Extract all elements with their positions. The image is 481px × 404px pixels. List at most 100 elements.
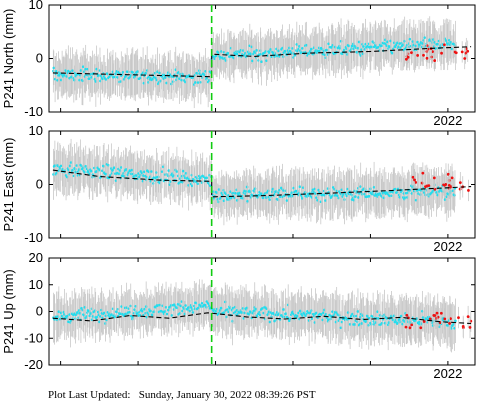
- recent-point: [425, 56, 429, 60]
- daily-point: [226, 52, 230, 55]
- daily-solution-series: [52, 279, 457, 353]
- daily-point: [203, 73, 206, 77]
- daily-point: [114, 72, 118, 76]
- panel-up: 20 10 0 -10 -20 2022 P241 Up (mm): [1, 250, 476, 381]
- recent-point: [435, 311, 439, 315]
- panel-east: 10 0 -10 2022 P241 East (mm): [1, 123, 476, 254]
- daily-point: [273, 55, 276, 58]
- daily-point: [222, 311, 226, 314]
- daily-point: [307, 319, 311, 322]
- daily-point: [105, 318, 108, 322]
- daily-point: [367, 194, 371, 198]
- daily-point: [293, 53, 297, 57]
- recent-point: [404, 57, 408, 61]
- daily-point: [367, 323, 371, 327]
- daily-point: [191, 311, 195, 314]
- daily-point: [71, 69, 74, 72]
- daily-point: [218, 311, 221, 314]
- daily-point: [115, 310, 118, 314]
- daily-solution-series: [52, 138, 457, 226]
- y-tick-label: -10: [24, 104, 43, 119]
- daily-point: [398, 42, 401, 45]
- recent-point: [450, 176, 454, 180]
- daily-point: [143, 170, 146, 174]
- daily-point: [450, 47, 454, 51]
- daily-point: [331, 186, 335, 189]
- daily-point: [190, 306, 193, 309]
- daily-point: [449, 41, 453, 44]
- daily-point: [311, 188, 315, 192]
- y-tick-label: 10: [29, 277, 43, 292]
- footer-label: Plot Last Updated:: [48, 389, 131, 401]
- y-tick-label: 0: [36, 51, 43, 66]
- daily-point: [102, 311, 106, 315]
- daily-point: [403, 39, 406, 43]
- recent-point: [421, 171, 425, 175]
- daily-point: [342, 48, 346, 52]
- daily-point: [122, 172, 125, 175]
- recent-solution-series: [404, 302, 473, 339]
- recent-point: [433, 314, 437, 317]
- daily-point: [296, 314, 299, 318]
- daily-point: [246, 199, 249, 203]
- x-tick-label: 2022: [433, 113, 462, 128]
- daily-point: [52, 69, 55, 73]
- daily-point: [337, 196, 341, 200]
- daily-point: [199, 80, 203, 84]
- daily-point: [131, 315, 135, 319]
- daily-point: [167, 174, 170, 178]
- daily-point: [217, 51, 220, 54]
- daily-point: [235, 52, 239, 56]
- y-axis-label: P241 Up (mm): [1, 269, 16, 354]
- daily-point: [287, 319, 291, 323]
- daily-point: [196, 182, 200, 185]
- daily-point: [113, 315, 117, 319]
- daily-point: [356, 310, 360, 313]
- daily-point: [59, 164, 63, 168]
- daily-point: [164, 76, 167, 79]
- recent-point: [419, 326, 423, 330]
- daily-point: [180, 78, 183, 82]
- recent-point: [468, 325, 472, 329]
- recent-point: [443, 317, 447, 321]
- daily-point: [327, 42, 330, 46]
- daily-point: [309, 47, 313, 51]
- daily-point: [325, 48, 329, 52]
- recent-point: [408, 326, 412, 330]
- daily-point: [144, 71, 148, 75]
- recent-point: [430, 55, 433, 59]
- daily-point: [298, 185, 302, 189]
- y-tick-label: -10: [24, 330, 43, 345]
- daily-point: [217, 200, 220, 204]
- recent-point: [428, 317, 432, 321]
- panel-north: 10 0 -10 2022 P241 North (mm): [1, 0, 476, 128]
- recent-point: [424, 185, 427, 189]
- daily-point: [268, 198, 272, 201]
- recent-point: [442, 43, 446, 47]
- recent-point: [467, 189, 470, 192]
- recent-point: [416, 54, 419, 57]
- recent-point: [433, 187, 437, 191]
- daily-point: [370, 192, 374, 196]
- daily-point: [271, 190, 274, 194]
- daily-point: [57, 310, 61, 314]
- recent-point: [461, 324, 465, 328]
- daily-point: [110, 313, 113, 316]
- daily-point: [318, 49, 321, 53]
- daily-point: [231, 319, 234, 323]
- recent-point: [422, 53, 425, 57]
- daily-point: [301, 314, 304, 317]
- daily-point: [397, 45, 400, 49]
- recent-point: [413, 178, 416, 182]
- recent-point: [406, 55, 410, 59]
- daily-point: [193, 179, 197, 182]
- daily-point: [152, 176, 156, 179]
- daily-point: [265, 59, 268, 62]
- daily-point: [101, 77, 104, 81]
- daily-point: [350, 44, 354, 48]
- y-axis-label: P241 East (mm): [1, 138, 16, 232]
- daily-point: [356, 46, 360, 50]
- daily-point: [391, 318, 395, 322]
- daily-point: [397, 321, 400, 324]
- recent-point: [432, 176, 436, 180]
